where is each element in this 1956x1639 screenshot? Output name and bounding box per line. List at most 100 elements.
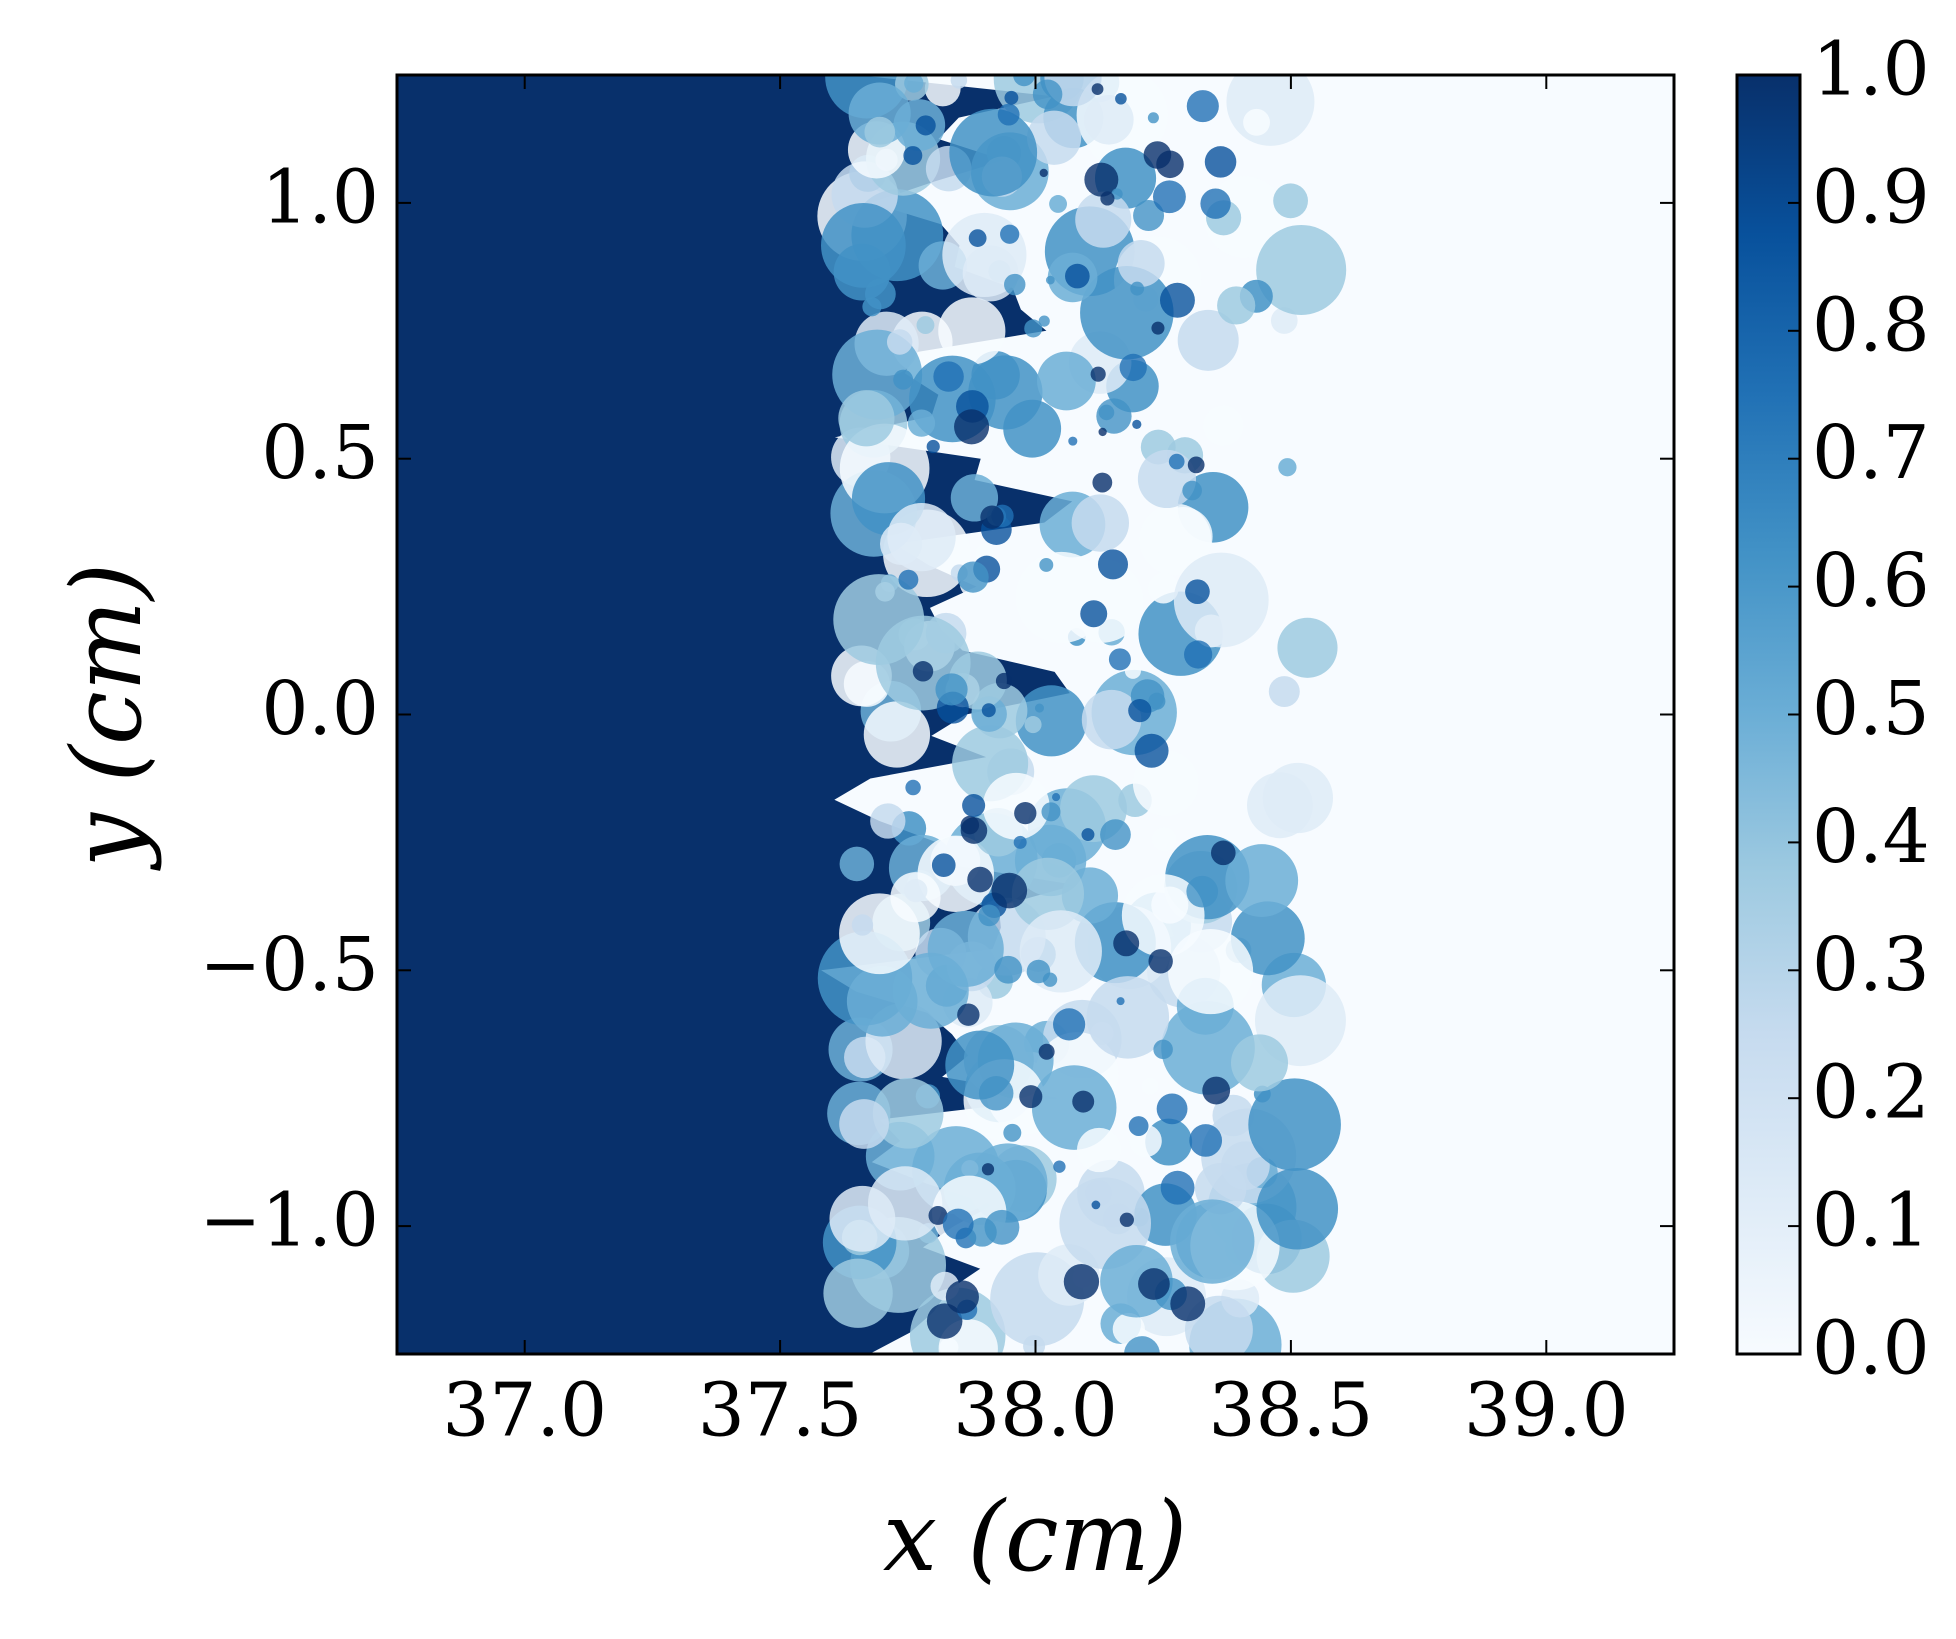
field-filament [1098, 427, 1107, 437]
colorbar-tick-label: 0.9 [1812, 154, 1930, 240]
field-filament [1045, 275, 1055, 285]
field-filament [1182, 480, 1202, 501]
field-filament [1186, 90, 1219, 123]
field-filament [1153, 1039, 1173, 1060]
field-filament [905, 779, 921, 796]
field-filament [957, 561, 989, 593]
field-filament [997, 103, 1020, 126]
field-filament [1116, 997, 1125, 1006]
field-filament [968, 229, 987, 247]
field-filament [1138, 1268, 1170, 1300]
field-filament [1152, 180, 1186, 214]
field-filament [1053, 1008, 1086, 1041]
field-eddy [949, 108, 1038, 197]
field-filament [1034, 703, 1044, 713]
field-eddy [1015, 685, 1087, 757]
colorbar-tick-label: 0.1 [1812, 1178, 1930, 1264]
field-filament [1004, 273, 1026, 296]
colorbar-tick-label: 0.5 [1812, 666, 1930, 752]
field-eddy [1230, 1034, 1289, 1092]
field-eddy [1225, 844, 1299, 917]
field-eddy [1247, 772, 1313, 839]
field-filament [1189, 1124, 1223, 1157]
field-filament [1014, 801, 1037, 825]
field-image [397, 75, 1674, 1354]
field-eddy [982, 772, 1050, 840]
field-eddy [1217, 286, 1256, 325]
field-filament [942, 1208, 974, 1240]
field-eddy [1152, 827, 1177, 852]
field-filament [1019, 1085, 1043, 1109]
colorbar-tick-label: 0.4 [1812, 794, 1930, 880]
y-tick-label: −1.0 [199, 1178, 379, 1264]
field-filament [967, 1217, 997, 1247]
field-eddy [1076, 1127, 1122, 1173]
field-filament [1119, 353, 1147, 382]
field-filament [1090, 366, 1106, 382]
colorbar-tick-label: 0.7 [1812, 410, 1930, 496]
field-filament [1065, 263, 1090, 289]
y-tick-label: 1.0 [261, 154, 379, 240]
field-filament [931, 853, 956, 878]
field-filament [1091, 1200, 1101, 1210]
field-eddy [1071, 494, 1129, 552]
x-tick-label: 37.0 [442, 1367, 607, 1453]
field-filament [1053, 1160, 1066, 1173]
field-eddy [1081, 689, 1142, 750]
colorbar-tick-label: 0.6 [1812, 538, 1930, 624]
x-tick-label: 39.0 [1464, 1367, 1629, 1453]
field-eddy [1117, 240, 1165, 287]
field-eddy [839, 1099, 889, 1149]
field-filament [1092, 472, 1113, 493]
field-filament [981, 703, 996, 718]
field-filament [926, 1303, 963, 1339]
field-filament [1128, 1116, 1149, 1136]
field-filament [1000, 224, 1020, 244]
field-eddy [1278, 458, 1297, 477]
field-filament [1119, 1212, 1134, 1227]
field-eddy [1075, 191, 1132, 248]
field-filament [962, 793, 986, 818]
field-filament [1098, 404, 1115, 421]
field-filament [1081, 828, 1095, 842]
field-eddy [1153, 507, 1213, 566]
field-filament [1148, 949, 1173, 974]
field-filament [1130, 281, 1145, 296]
field-filament [1204, 146, 1237, 178]
field-eddy [1203, 405, 1244, 446]
field-filament [967, 866, 993, 893]
field-eddy [1037, 351, 1096, 411]
field-filament [1200, 188, 1231, 219]
field-filament [1168, 453, 1185, 470]
field-filament [928, 1205, 948, 1225]
field-eddy [1137, 449, 1197, 509]
field-eddy [821, 202, 906, 288]
field-eddy [1124, 662, 1141, 679]
field-eddy [893, 369, 914, 390]
field-filament [1041, 802, 1061, 822]
field-eddy [907, 409, 936, 437]
field-filament [1187, 456, 1205, 474]
field-filament [898, 569, 919, 590]
field-filament [1185, 579, 1210, 605]
field-filament [957, 1003, 980, 1026]
field-filament [1080, 600, 1108, 628]
field-filament [1186, 875, 1219, 908]
field-eddy [1084, 94, 1134, 145]
field-filament [1134, 733, 1169, 768]
field-eddy [846, 965, 918, 1037]
field-eddy [950, 75, 968, 89]
field-eddy [838, 390, 895, 447]
field-filament [903, 146, 923, 166]
field-eddy [1049, 195, 1068, 213]
field-eddy [851, 914, 874, 936]
field-filament [1132, 419, 1142, 429]
colorbar-tick-label: 0.2 [1812, 1050, 1930, 1136]
field-eddy [1151, 886, 1189, 924]
field-eddy [863, 701, 931, 768]
field-filament [1038, 315, 1050, 327]
field-eddy [1248, 1078, 1341, 1171]
field-eddy [927, 910, 1004, 987]
field-eddy [904, 75, 924, 93]
field-filament [995, 672, 1013, 690]
